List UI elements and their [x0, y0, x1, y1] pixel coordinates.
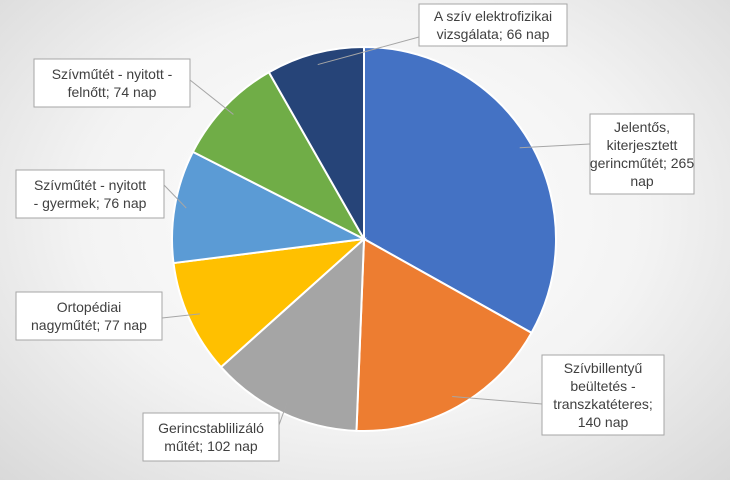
callouts-layer: Jelentős, kiterjesztett gerincműtét; 265 na… — [15, 3, 695, 462]
leader-line-5 — [163, 184, 187, 209]
data-label-line: beültetés - — [570, 378, 636, 394]
callout-box — [33, 58, 191, 108]
leader-line-6 — [189, 79, 234, 115]
data-label-line: - gyermek; 76 nap — [34, 195, 147, 211]
data-callout-4: Ortopédiai nagyműtét; 77 nap — [15, 291, 163, 341]
pie-slice-6 — [191, 70, 367, 242]
data-label-line: nap — [630, 173, 654, 189]
callout-box — [142, 412, 280, 462]
leader-line-3 — [278, 402, 288, 426]
data-label-line: 140 nap — [578, 414, 629, 430]
leader-line-4 — [161, 313, 200, 319]
data-callout-7: A szív elektrofizikai vizsgálata; 66 nap — [418, 3, 568, 47]
leaders-layer — [161, 36, 591, 426]
pie-slice-7 — [267, 45, 365, 243]
data-label-line: Szívbillentyű — [564, 360, 643, 376]
callout-box — [589, 113, 695, 195]
data-callout-3: Gerincstablilizáló műtét; 102 nap — [142, 412, 280, 462]
data-label-line: kiterjesztett — [607, 137, 678, 153]
data-callout-5: Szívműtét - nyitott - gyermek; 76 nap — [15, 169, 165, 219]
callout-box — [15, 291, 163, 341]
data-label-line: Szívműtét - nyitott — [34, 177, 146, 193]
data-label-line: A szív elektrofizikai — [434, 8, 552, 24]
data-callout-1: Jelentős, kiterjesztett gerincműtét; 265 na… — [589, 113, 695, 195]
data-label-line: Ortopédiai — [57, 299, 122, 315]
callout-box — [418, 3, 568, 47]
pie-slice-3 — [219, 236, 366, 432]
data-callout-6: Szívműtét - nyitott - felnőtt; 74 nap — [33, 58, 191, 108]
pie-slice-4 — [172, 237, 368, 369]
data-label-line: műtét; 102 nap — [164, 438, 258, 454]
pie-slice-1 — [363, 45, 557, 335]
data-label-line: Jelentős, — [614, 119, 670, 135]
callout-box — [15, 169, 165, 219]
data-label-line: gerincműtét; 265 — [590, 155, 694, 171]
pie-slice-5 — [171, 150, 368, 265]
pie-slice-2 — [355, 237, 533, 432]
leader-line-2 — [452, 395, 543, 405]
data-label-line: nagyműtét; 77 nap — [31, 317, 147, 333]
data-label-line: Szívműtét - nyitott - — [52, 66, 173, 82]
leader-line-1 — [519, 143, 591, 149]
slices-layer — [171, 45, 557, 432]
data-label-line: transzkatéteres; — [553, 396, 653, 412]
leader-line-7 — [317, 36, 420, 66]
data-label-line: vizsgálata; 66 nap — [437, 26, 550, 42]
data-label-line: Gerincstablilizáló — [158, 420, 264, 436]
data-callout-2: Szívbillentyű beültetés - transzkatéteres;… — [541, 354, 665, 436]
callout-box — [541, 354, 665, 436]
data-label-line: felnőtt; 74 nap — [68, 84, 157, 100]
